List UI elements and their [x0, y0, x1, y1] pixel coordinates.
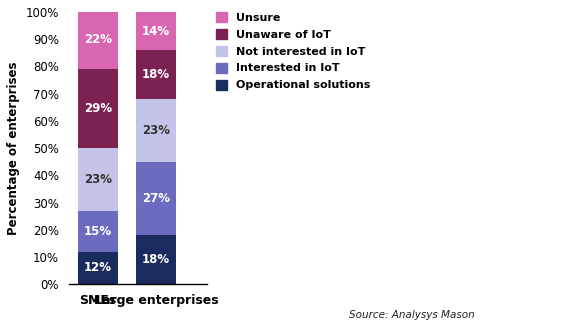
Bar [78, 69, 118, 148]
Bar [78, 9, 118, 69]
Text: 23%: 23% [84, 173, 112, 186]
Text: 22%: 22% [84, 33, 112, 46]
Text: 15%: 15% [84, 225, 112, 238]
Bar [136, 50, 176, 99]
Bar [136, 99, 176, 162]
Text: 29%: 29% [84, 102, 112, 115]
Legend: Unsure, Unaware of IoT, Not interested in IoT, Interested in IoT, Operational so: Unsure, Unaware of IoT, Not interested i… [216, 12, 370, 90]
Bar [78, 211, 118, 251]
Text: 27%: 27% [142, 192, 170, 205]
Text: Source: Analysys Mason: Source: Analysys Mason [349, 310, 475, 320]
Text: 12%: 12% [84, 261, 112, 274]
Bar [136, 235, 176, 284]
Bar [78, 251, 118, 284]
Bar [78, 148, 118, 211]
Text: 14%: 14% [142, 25, 170, 38]
Bar [136, 12, 176, 50]
Text: 23%: 23% [142, 124, 170, 137]
Text: 18%: 18% [142, 253, 170, 266]
Text: 18%: 18% [142, 68, 170, 81]
Y-axis label: Percentage of enterprises: Percentage of enterprises [7, 61, 20, 235]
Bar [136, 162, 176, 235]
